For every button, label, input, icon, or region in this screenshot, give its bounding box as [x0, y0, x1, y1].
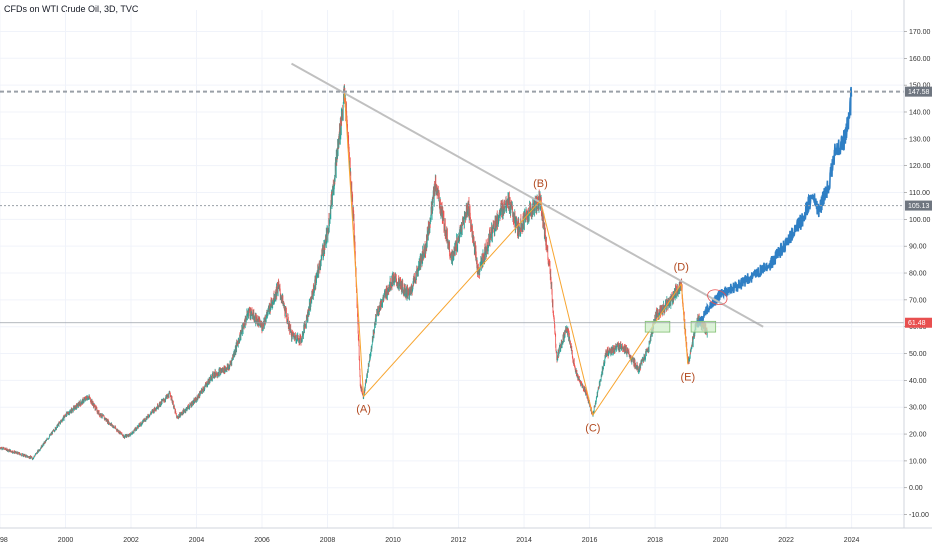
- x-tick-label: 2024: [844, 537, 860, 544]
- x-tick-label: 2002: [123, 537, 139, 544]
- x-tick-label: 2014: [516, 537, 532, 544]
- x-tick-label: 1998: [0, 537, 8, 544]
- y-tick-label: 50.00: [909, 351, 927, 358]
- x-tick-label: 2004: [189, 537, 205, 544]
- y-tick-label: 0.00: [909, 485, 923, 492]
- y-tick-label: 70.00: [909, 297, 927, 304]
- grid: [0, 10, 904, 528]
- wave-line: [363, 200, 541, 397]
- wave-label: (E): [680, 371, 695, 383]
- y-tick-label: 10.00: [909, 458, 927, 465]
- wave-line: [680, 283, 689, 365]
- y-tick-label: 110.00: [909, 190, 930, 197]
- y-tick-label: 160.00: [909, 56, 931, 63]
- x-tick-label: 2008: [320, 537, 336, 544]
- wave-label: (D): [674, 261, 689, 273]
- overlays: (A) (B) (C) (D) (E): [0, 62, 904, 434]
- x-tick-label: 2022: [778, 537, 794, 544]
- y-tick-label: 120.00: [909, 163, 931, 170]
- y-tick-label: 30.00: [909, 405, 927, 412]
- x-tick-label: 2012: [451, 537, 467, 544]
- x-tick-label: 2018: [647, 537, 663, 544]
- wave-line: [539, 200, 594, 416]
- price-tag: [905, 86, 932, 97]
- x-tick-label: 2020: [713, 537, 729, 544]
- y-tick-label: 100.00: [909, 217, 931, 224]
- projection-path: [696, 86, 853, 328]
- support-box: [644, 320, 671, 333]
- y-tick-label: 140.00: [909, 109, 931, 116]
- x-tick-label: 2010: [385, 537, 401, 544]
- y-tick-label: 150.00: [909, 83, 931, 90]
- x-tick-label: 2016: [582, 537, 598, 544]
- chart-title: CFDs on WTI Crude Oil, 3D, TVC: [4, 4, 139, 14]
- y-tick-label: 40.00: [909, 378, 927, 385]
- price-tag-label: 105.13: [908, 203, 930, 210]
- x-tick-label: 2006: [254, 537, 270, 544]
- wave-label: (C): [585, 422, 600, 434]
- breakout-ellipse: [707, 289, 728, 305]
- price-tag: [905, 317, 932, 328]
- y-tick-label: 130.00: [909, 136, 931, 143]
- wave-line: [592, 283, 682, 416]
- y-tick-label: 80.00: [909, 271, 927, 278]
- wave-label: (B): [533, 178, 548, 190]
- y-tick-label: 170.00: [909, 29, 931, 36]
- trendline: [291, 62, 764, 328]
- price-tag-label: 147.58: [908, 89, 930, 96]
- price-tag: [905, 200, 932, 211]
- support-box: [690, 320, 717, 333]
- x-tick-label: 2000: [58, 537, 74, 544]
- y-tick-label: 20.00: [909, 432, 927, 439]
- y-tick-label: -10.00: [909, 512, 929, 519]
- price-tag-label: 61.48: [908, 320, 926, 327]
- projection-line: [696, 86, 853, 328]
- candles: [0, 84, 708, 461]
- wave-line: [344, 93, 365, 397]
- y-tick-label: 90.00: [909, 244, 927, 251]
- wave-label: (A): [356, 404, 371, 416]
